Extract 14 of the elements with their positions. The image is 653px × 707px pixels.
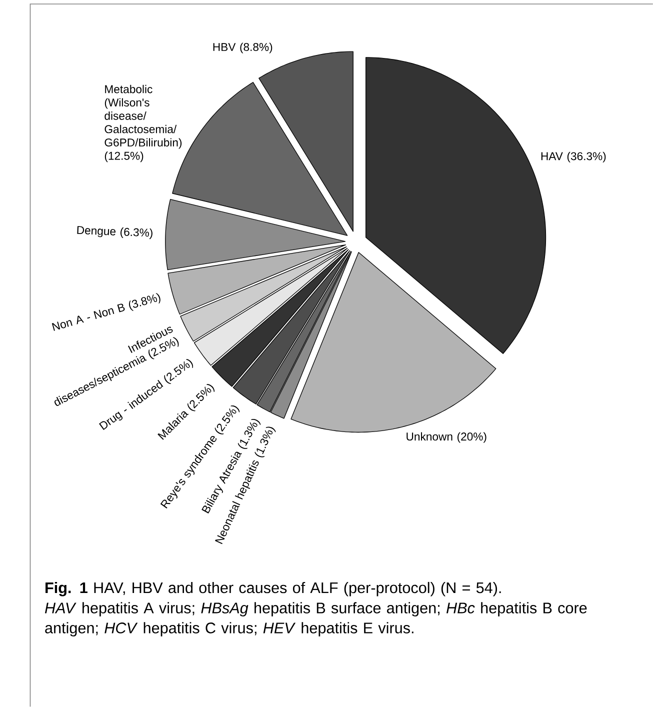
slice-label: HBV	[213, 43, 236, 51]
data-label: (3.8%)	[128, 293, 160, 311]
data-label: (36.3%)	[567, 152, 606, 162]
data-label: (20%)	[457, 432, 486, 443]
data-label: (12.5%)	[104, 152, 144, 162]
slice-label: Non A - Non B	[52, 304, 125, 331]
slice-label: HAV	[541, 152, 563, 160]
text: HAV hepatitis A virus; HBsAg hepatitis B surface antigen; HBc hepatitis B core antigen; HCV hepatitis C virus; HEV hepatitis E virus.	[44, 602, 587, 636]
slice-label: Dengue	[77, 226, 116, 238]
data-label: (8.8%)	[240, 42, 272, 54]
slice-label: Metabolic (Wilson's disease/ Galactosemia/ G6PD/Bilirubin)	[104, 84, 182, 149]
data-label: (6.3%)	[120, 227, 152, 240]
text: Fig. 1 HAV, HBV and other causes of ALF (per-protocol) (N = 54).	[45, 582, 501, 596]
slice-label: Unknown	[406, 432, 452, 441]
